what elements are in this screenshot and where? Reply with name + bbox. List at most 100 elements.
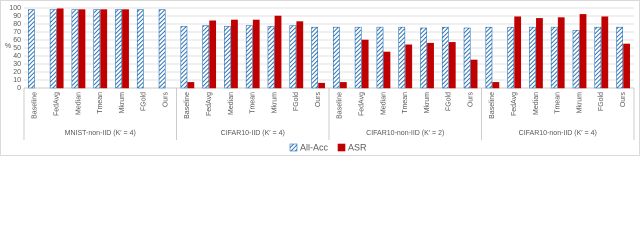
- bar: [463, 27, 471, 89]
- x-tick-label: FedAvg: [206, 92, 213, 116]
- x-tick-label: FGold: [598, 92, 605, 111]
- x-tick-label: FGold: [293, 92, 300, 111]
- x-tick-label: Mkrum: [576, 92, 583, 114]
- bar: [49, 9, 57, 89]
- bar: [252, 19, 260, 89]
- y-tick-label: 80: [13, 21, 21, 28]
- x-tick-label: Ours: [620, 92, 627, 108]
- bar: [405, 44, 413, 89]
- x-tick-label: FedAvg: [54, 92, 61, 116]
- bar: [361, 39, 369, 89]
- bar: [28, 9, 35, 89]
- x-tick-label: FedAvg: [511, 92, 518, 116]
- x-tick-label: Mkrum: [119, 92, 126, 114]
- bar: [187, 82, 195, 89]
- x-tick-label: Ours: [467, 92, 474, 108]
- x-tick-label: Tmean: [250, 92, 257, 114]
- bar: [398, 26, 406, 89]
- x-tick-label: Mkrum: [271, 92, 278, 114]
- legend-label: ASR: [348, 142, 367, 152]
- bar: [78, 9, 86, 89]
- bar: [550, 26, 558, 89]
- bar: [536, 18, 543, 89]
- bar: [158, 9, 166, 89]
- x-tick-label: FedAvg: [359, 92, 366, 116]
- y-tick-label: 70: [13, 29, 21, 36]
- bar: [383, 51, 391, 89]
- bar: [616, 26, 624, 89]
- y-tick-label: 0: [17, 85, 21, 92]
- bar: [507, 26, 515, 89]
- bar: [93, 9, 101, 89]
- y-tick-label: 20: [13, 69, 21, 76]
- bar: [71, 9, 79, 89]
- bar: [209, 20, 217, 89]
- bar: [420, 27, 427, 89]
- y-tick-label: 100: [9, 5, 21, 12]
- bar: [376, 26, 384, 89]
- x-tick-label: Median: [380, 92, 387, 115]
- x-tick-label: Mkrum: [424, 92, 431, 114]
- bar: [267, 26, 275, 89]
- bar: [318, 82, 325, 89]
- bar: [623, 43, 630, 89]
- bar: [136, 9, 144, 89]
- bar: [594, 26, 602, 89]
- y-tick-label: 90: [13, 13, 21, 20]
- x-tick-label: Tmean: [402, 92, 409, 114]
- x-tick-label: Baseline: [337, 92, 344, 119]
- bar: [100, 9, 108, 89]
- bar: [115, 9, 122, 89]
- y-axis-label: %: [5, 43, 11, 50]
- x-tick-label: Median: [75, 92, 82, 115]
- x-tick-label: Median: [228, 92, 235, 115]
- bar: [529, 26, 536, 89]
- bar: [354, 26, 362, 89]
- bar: [180, 26, 188, 89]
- bar: [485, 26, 493, 89]
- group-label: CIFAR10-non-IID (K′ = 4): [519, 130, 597, 137]
- x-tick-label: Tmean: [555, 92, 562, 114]
- bar: [224, 26, 231, 89]
- legend-label: All-Acc: [300, 142, 329, 152]
- y-tick-label: 30: [13, 61, 21, 68]
- bar: [202, 25, 210, 89]
- bar: [56, 8, 64, 89]
- bar: [601, 16, 609, 89]
- x-tick-label: Median: [533, 92, 540, 115]
- x-tick-label: Baseline: [489, 92, 496, 119]
- bar: [289, 25, 297, 89]
- bar: [333, 26, 340, 89]
- group-label: CIFAR10-IID (K′ = 4): [221, 130, 285, 137]
- x-tick-label: Baseline: [184, 92, 191, 119]
- bar: [296, 21, 304, 89]
- x-tick-label: FGold: [446, 92, 453, 111]
- y-tick-label: 50: [13, 45, 21, 52]
- bar: [492, 82, 500, 89]
- x-tick-label: Ours: [315, 92, 322, 108]
- bar: [470, 59, 478, 89]
- legend-swatch: [289, 143, 298, 152]
- group-label: CIFAR10-non-IID (K′ = 2): [366, 130, 444, 137]
- bar: [231, 19, 238, 89]
- x-tick-label: FGold: [141, 92, 148, 111]
- bar: [579, 14, 587, 89]
- y-tick-label: 40: [13, 53, 21, 60]
- bar: [572, 30, 580, 89]
- y-tick-label: 60: [13, 37, 21, 44]
- bar: [514, 16, 522, 89]
- bar: [557, 17, 565, 89]
- bar: [448, 42, 456, 89]
- y-tick-label: 10: [13, 77, 21, 84]
- group-label: MNIST-non-IID (K′ = 4): [65, 130, 136, 137]
- bar: [122, 9, 129, 89]
- x-tick-label: Baseline: [32, 92, 39, 119]
- bar: [311, 26, 319, 89]
- legend-swatch: [337, 143, 346, 152]
- x-tick-label: Ours: [162, 92, 169, 108]
- bar: [245, 25, 253, 89]
- bar: [339, 82, 347, 89]
- bar: [441, 26, 449, 89]
- x-tick-label: Tmean: [97, 92, 104, 114]
